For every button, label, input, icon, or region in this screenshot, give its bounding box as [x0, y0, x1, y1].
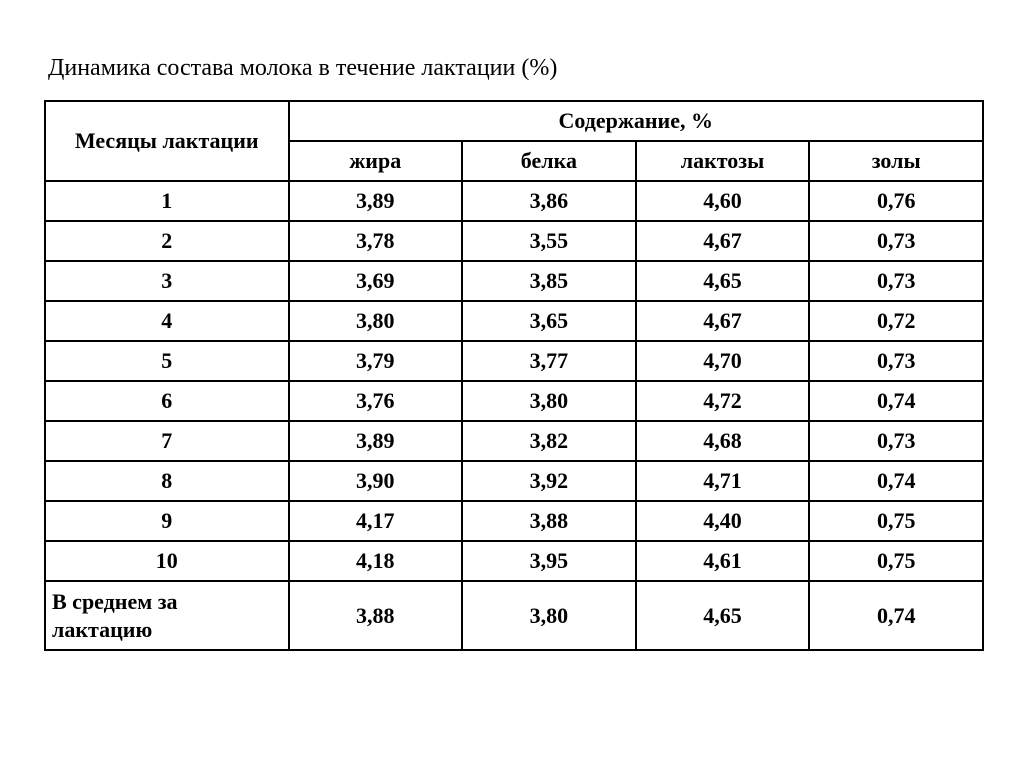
header-month: Месяцы лактации: [45, 101, 289, 181]
header-col-fat: жира: [289, 141, 463, 181]
cell-month: 7: [45, 421, 289, 461]
table-row: 23,783,554,670,73: [45, 221, 983, 261]
header-col-ash: золы: [809, 141, 983, 181]
header-col-lactose: лактозы: [636, 141, 810, 181]
cell-value: 3,95: [462, 541, 636, 581]
cell-value: 4,18: [289, 541, 463, 581]
header-col-protein: белка: [462, 141, 636, 181]
cell-value: 3,79: [289, 341, 463, 381]
cell-value: 4,65: [636, 261, 810, 301]
cell-value: 3,88: [462, 501, 636, 541]
cell-average-label: В среднем за лактацию: [45, 581, 289, 650]
cell-month: 9: [45, 501, 289, 541]
cell-month: 1: [45, 181, 289, 221]
cell-value: 3,86: [462, 181, 636, 221]
cell-value: 0,73: [809, 221, 983, 261]
cell-month: 4: [45, 301, 289, 341]
table-header-row-1: Месяцы лактации Содержание, %: [45, 101, 983, 141]
cell-value: 4,67: [636, 301, 810, 341]
cell-average-value: 0,74: [809, 581, 983, 650]
cell-value: 0,73: [809, 261, 983, 301]
cell-month: 5: [45, 341, 289, 381]
table-row: 43,803,654,670,72: [45, 301, 983, 341]
table-row: 13,893,864,600,76: [45, 181, 983, 221]
cell-value: 3,89: [289, 421, 463, 461]
table-row: 53,793,774,700,73: [45, 341, 983, 381]
cell-value: 4,17: [289, 501, 463, 541]
cell-average-value: 3,80: [462, 581, 636, 650]
cell-value: 0,74: [809, 461, 983, 501]
cell-value: 3,80: [462, 381, 636, 421]
header-content: Содержание, %: [289, 101, 984, 141]
page-title: Динамика состава молока в течение лактац…: [48, 55, 984, 82]
table-row: 73,893,824,680,73: [45, 421, 983, 461]
cell-value: 4,60: [636, 181, 810, 221]
cell-value: 3,89: [289, 181, 463, 221]
cell-month: 8: [45, 461, 289, 501]
cell-value: 4,61: [636, 541, 810, 581]
cell-average-value: 4,65: [636, 581, 810, 650]
cell-average-value: 3,88: [289, 581, 463, 650]
cell-value: 3,85: [462, 261, 636, 301]
cell-value: 4,70: [636, 341, 810, 381]
cell-value: 0,73: [809, 341, 983, 381]
cell-value: 3,69: [289, 261, 463, 301]
cell-value: 3,77: [462, 341, 636, 381]
cell-value: 0,72: [809, 301, 983, 341]
cell-value: 0,73: [809, 421, 983, 461]
cell-month: 3: [45, 261, 289, 301]
cell-value: 3,80: [289, 301, 463, 341]
table-row-average: В среднем за лактацию3,883,804,650,74: [45, 581, 983, 650]
cell-month: 10: [45, 541, 289, 581]
cell-month: 6: [45, 381, 289, 421]
cell-month: 2: [45, 221, 289, 261]
cell-value: 3,55: [462, 221, 636, 261]
cell-value: 0,76: [809, 181, 983, 221]
cell-value: 3,90: [289, 461, 463, 501]
cell-value: 3,65: [462, 301, 636, 341]
cell-value: 3,78: [289, 221, 463, 261]
cell-value: 3,92: [462, 461, 636, 501]
cell-value: 4,71: [636, 461, 810, 501]
table-row: 94,173,884,400,75: [45, 501, 983, 541]
cell-value: 4,72: [636, 381, 810, 421]
milk-composition-table: Месяцы лактации Содержание, % жира белка…: [44, 100, 984, 651]
cell-value: 4,68: [636, 421, 810, 461]
cell-value: 4,67: [636, 221, 810, 261]
cell-value: 0,74: [809, 381, 983, 421]
table-row: 63,763,804,720,74: [45, 381, 983, 421]
table-row: 104,183,954,610,75: [45, 541, 983, 581]
cell-value: 0,75: [809, 501, 983, 541]
table-row: 33,693,854,650,73: [45, 261, 983, 301]
cell-value: 0,75: [809, 541, 983, 581]
table-row: 83,903,924,710,74: [45, 461, 983, 501]
cell-value: 4,40: [636, 501, 810, 541]
cell-value: 3,82: [462, 421, 636, 461]
cell-value: 3,76: [289, 381, 463, 421]
